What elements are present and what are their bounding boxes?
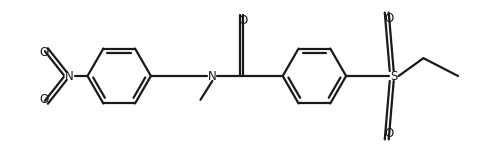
- Text: O: O: [384, 127, 393, 140]
- Text: N: N: [208, 69, 217, 82]
- Text: N: N: [65, 69, 74, 82]
- Text: O: O: [39, 46, 49, 59]
- Text: O: O: [384, 12, 393, 25]
- Text: S: S: [390, 69, 397, 82]
- Text: O: O: [39, 93, 49, 106]
- Text: O: O: [238, 14, 247, 27]
